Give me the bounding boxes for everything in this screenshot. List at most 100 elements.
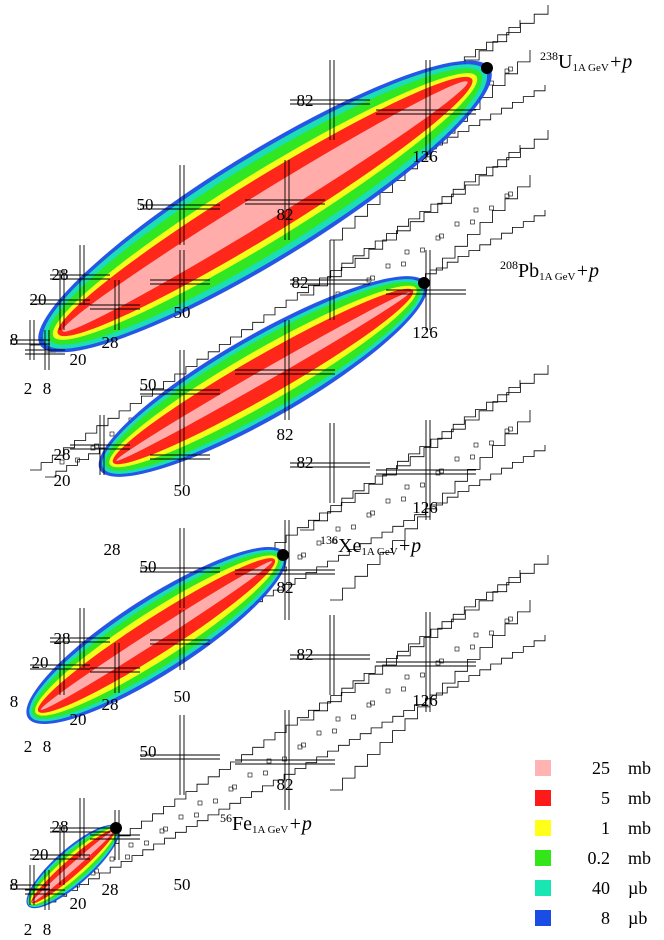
- stable-isotope-mark: [94, 868, 99, 874]
- stable-isotope-mark: [489, 440, 494, 446]
- panel-1-magic-lines: [25, 330, 65, 370]
- panel-3-magic-lines: [140, 528, 220, 608]
- magic-number-label: 50: [140, 742, 157, 761]
- stable-isotope-mark: [401, 261, 406, 267]
- panel-2-magic-lines: [150, 425, 210, 485]
- chart-boundary-line: [300, 130, 549, 296]
- magic-number-label: 126: [412, 323, 438, 342]
- stable-isotope-mark: [470, 644, 475, 650]
- stable-isotope-mark: [439, 658, 444, 664]
- panel-1-cross-section-band: [38, 60, 492, 353]
- energy-subscript: 1A GeV: [361, 546, 397, 558]
- legend-entry: 8 µb: [535, 908, 647, 928]
- magic-number-label: 82: [297, 645, 314, 664]
- legend-swatch: [535, 880, 551, 896]
- stable-isotope-mark: [473, 632, 479, 638]
- stable-isotope-mark: [232, 784, 237, 790]
- stable-isotope-mark: [454, 646, 460, 652]
- stable-isotope-mark: [420, 482, 425, 488]
- heat-level-0: [40, 561, 273, 710]
- magic-number-label: 50: [140, 557, 157, 576]
- mass-number: 238: [540, 49, 558, 63]
- stable-isotope-mark: [128, 842, 134, 848]
- stable-isotope-mark: [385, 688, 391, 694]
- chart-boundary-line: [300, 365, 549, 531]
- stable-isotope-mark: [454, 221, 460, 227]
- magic-number-label: 8: [43, 379, 52, 398]
- legend-entry: 5 mb: [535, 788, 651, 808]
- legend-value: 5: [601, 788, 610, 808]
- stable-isotope-mark: [420, 247, 425, 253]
- panel-3-magic-lines: [150, 610, 210, 670]
- chart-boundary-line: [45, 635, 546, 903]
- panel-2-magic-lines: [70, 415, 130, 475]
- stable-isotope-mark: [301, 552, 306, 558]
- legend-unit: mb: [628, 818, 651, 838]
- stable-isotope-mark: [401, 496, 406, 502]
- magic-number-label: 8: [43, 737, 52, 756]
- energy-subscript: 1A GeV: [572, 62, 608, 74]
- stable-isotope-mark: [109, 856, 115, 862]
- stable-isotope-mark: [404, 674, 410, 680]
- magic-number-label: 50: [174, 687, 191, 706]
- stable-isotope-mark: [508, 616, 513, 622]
- panel-4-cross-section-band: [26, 824, 120, 909]
- panel-2-magic-lines: [386, 250, 466, 330]
- legend-entry: 25 mb: [535, 758, 651, 778]
- stable-isotope-mark: [75, 457, 80, 463]
- magic-number-label: 2: [24, 920, 33, 939]
- magic-number-label: 28: [102, 695, 119, 714]
- stable-isotope-mark: [473, 442, 479, 448]
- panel-3-magic-lines: [30, 635, 90, 695]
- magic-number-label: 20: [70, 350, 87, 369]
- legend-swatch: [535, 820, 551, 836]
- stable-isotope-mark: [194, 812, 199, 818]
- magic-number-label: 50: [137, 195, 154, 214]
- stable-isotope-mark: [370, 275, 375, 281]
- element-symbol: Pb: [518, 260, 539, 282]
- projectile-dot: [418, 277, 430, 289]
- panel-3-magic-lines: [90, 643, 140, 693]
- stable-isotope-mark: [247, 772, 253, 778]
- heat-level-0: [32, 830, 114, 903]
- panel-2-magic-lines: [140, 350, 220, 430]
- magic-number-label: 8: [10, 330, 19, 349]
- legend-swatch: [535, 850, 551, 866]
- legend-value: 25: [592, 758, 610, 778]
- legend-swatch: [535, 910, 551, 926]
- magic-number-label: 126: [412, 147, 438, 166]
- magic-number-label: 82: [277, 578, 294, 597]
- panel-3-magic-lines: [290, 423, 370, 503]
- stable-isotope-mark: [144, 840, 149, 846]
- stable-isotope-mark: [94, 443, 99, 449]
- stable-isotope-mark: [489, 630, 494, 636]
- panel-4-magic-lines: [30, 825, 90, 885]
- magic-number-label: 50: [140, 375, 157, 394]
- reaction-partner: +p: [288, 813, 312, 835]
- magic-number-label: 28: [54, 445, 71, 464]
- legend-swatch: [535, 760, 551, 776]
- stable-isotope-mark: [332, 538, 337, 544]
- legend-unit: mb: [628, 788, 651, 808]
- reaction-partner: +p: [398, 535, 422, 557]
- stable-isotope-mark: [282, 756, 287, 762]
- panel-4-magic-lines: [235, 710, 335, 810]
- panel-1-magic-lines: [150, 250, 210, 310]
- projectile-dot: [110, 822, 122, 834]
- panel-4-magic-lines: [376, 612, 476, 712]
- magic-number-label: 8: [43, 920, 52, 939]
- stable-isotope-mark: [59, 459, 65, 465]
- stable-isotope-mark: [473, 207, 479, 213]
- panel-2-cross-section-band: [98, 276, 428, 477]
- magic-number-label: 8: [10, 692, 19, 711]
- panel-3-cross-section-band: [26, 547, 287, 724]
- panel-3-magic-lines: [235, 520, 335, 620]
- magic-number-label: 28: [102, 880, 119, 899]
- reaction-label: 56Fe1A GeV+p: [220, 811, 312, 836]
- projectile-dot: [481, 62, 493, 74]
- magic-number-label: 20: [54, 471, 71, 490]
- panel-4-magic-lines: [140, 715, 220, 795]
- magic-number-label: 28: [52, 265, 69, 284]
- magic-number-label: 50: [174, 481, 191, 500]
- heat-level-0: [116, 292, 410, 461]
